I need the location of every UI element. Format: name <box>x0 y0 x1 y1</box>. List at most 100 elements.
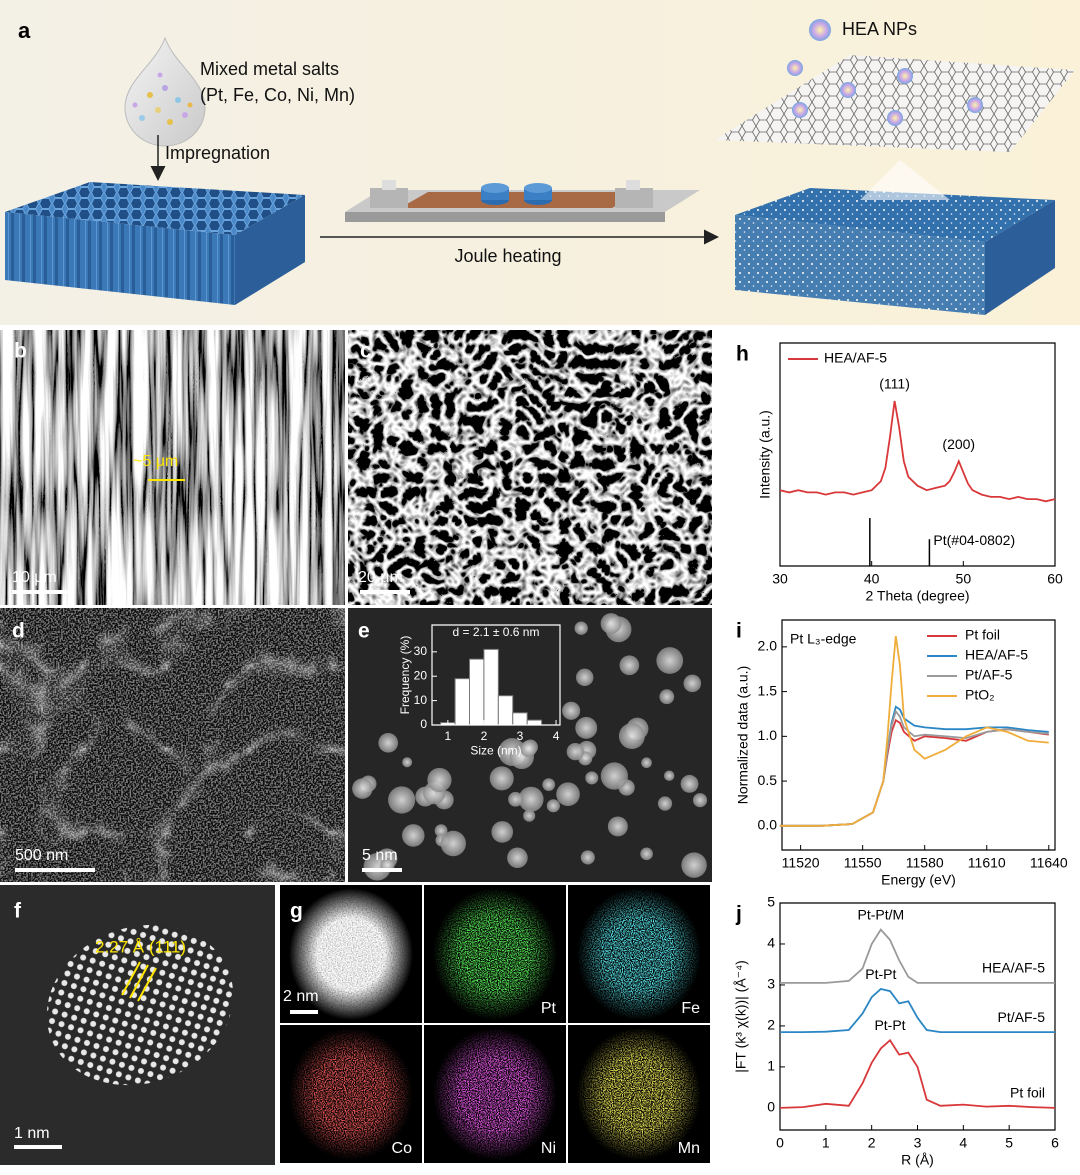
y-tick-label: 3 <box>767 976 775 992</box>
y-axis-label: Normalized data (a.u.) <box>735 666 751 805</box>
nanoparticle <box>657 796 673 811</box>
series-label: Pt foil <box>1010 1085 1045 1101</box>
nanoparticle <box>489 766 514 791</box>
nanoparticle <box>618 723 645 750</box>
x-tick-label: 1 <box>822 1135 830 1151</box>
lattice-lines <box>121 961 157 1002</box>
series-line <box>780 928 1055 984</box>
nanoparticle <box>575 716 598 739</box>
legend-label: HEA NPs <box>842 19 917 39</box>
map-label: Fe <box>681 1000 700 1017</box>
legend-label: PtO₂ <box>965 687 995 703</box>
map-label: Co <box>392 1140 413 1157</box>
panel-letter: j <box>735 903 742 926</box>
y-tick-label: 0.0 <box>758 817 778 833</box>
peak-annotation: Pt-Pt <box>865 966 896 982</box>
nanoparticle <box>427 767 452 793</box>
x-tick-label: 6 <box>1051 1135 1059 1151</box>
eds-map: Co <box>280 1025 422 1163</box>
y-tick-label: 20 <box>414 668 428 682</box>
map-signal <box>280 1025 422 1163</box>
y-tick-label: 10 <box>414 693 428 707</box>
x-axis-label: Energy (eV) <box>881 872 956 888</box>
nanoparticles <box>352 613 708 881</box>
eds-map: Mn <box>568 1025 710 1163</box>
panel-letter: b <box>14 340 27 363</box>
x-tick-label: 4 <box>959 1135 967 1151</box>
eds-map: Ni <box>424 1025 566 1163</box>
scale-label: 5 nm <box>362 847 398 864</box>
series-line <box>779 400 1056 503</box>
x-tick-label: 4 <box>553 729 560 743</box>
map-signal <box>424 1025 566 1163</box>
image-g: Pt Fe Co Ni Mn g 2 nm <box>280 885 710 1163</box>
axis-frame <box>781 619 1056 851</box>
x-tick-label: 11580 <box>906 855 944 871</box>
map-signal <box>280 885 422 1023</box>
y-tick-label: 0 <box>767 1099 775 1115</box>
y-axis-label: Intensity (a.u.) <box>757 410 773 499</box>
image-d: d 500 nm <box>0 608 345 882</box>
y-tick-label: 0.5 <box>758 772 778 788</box>
reference-label: Pt(#04-0802) <box>933 532 1015 548</box>
x-axis-label: R (Å) <box>901 1152 934 1168</box>
annotation: ~5 μm <box>133 453 178 470</box>
nanoparticle <box>607 816 628 837</box>
x-tick-label: 11640 <box>1030 855 1068 871</box>
nanoparticle <box>692 793 708 808</box>
peak-annotation: (200) <box>942 436 975 452</box>
map-label: Mn <box>678 1140 700 1157</box>
histogram-bar <box>497 695 514 726</box>
nanoparticle <box>656 647 684 674</box>
series-line <box>779 705 1049 827</box>
nanoparticle <box>574 621 588 635</box>
x-tick-label: 3 <box>517 729 524 743</box>
graphene-sheet <box>715 55 1075 152</box>
eds-map: Pt <box>424 885 566 1023</box>
panel-letter: i <box>736 620 742 643</box>
eds-map: Fe <box>568 885 710 1023</box>
sem-texture <box>348 330 712 605</box>
nanoparticle <box>507 847 528 869</box>
salt-dots <box>132 72 193 125</box>
nanoparticle <box>520 740 537 757</box>
y-tick-label: 0 <box>420 717 427 731</box>
x-axis-label: 2 Theta (degree) <box>865 588 969 604</box>
joule-heater <box>345 180 700 222</box>
histogram-bar <box>483 648 499 726</box>
histogram-bar <box>526 719 543 726</box>
nanoparticle <box>663 770 675 781</box>
droplet <box>124 36 206 147</box>
nanoparticle <box>619 655 640 676</box>
nanoparticle <box>641 757 652 769</box>
annotation: 2.27 Å (111) <box>95 937 186 956</box>
legend-label: HEA/AF-5 <box>965 647 1028 663</box>
histogram-bar <box>468 658 485 726</box>
x-tick-label: 60 <box>1047 571 1063 587</box>
panel-letter: a <box>18 18 31 43</box>
aerogel-block-with-nps <box>735 160 1055 315</box>
aerogel-block <box>5 182 305 305</box>
nanoparticle <box>600 762 628 790</box>
nanoparticle <box>681 852 707 878</box>
nanoparticle <box>352 778 373 799</box>
image-c: c 20 μm <box>348 330 712 605</box>
legend-label: HEA/AF-5 <box>824 350 887 366</box>
step-label: Impregnation <box>165 143 270 163</box>
peak-annotation: Pt-Pt <box>874 1017 905 1033</box>
nanoparticle <box>378 733 399 753</box>
image-e: e 5 nm <box>348 608 712 882</box>
elements-label: (Pt, Fe, Co, Ni, Mn) <box>200 85 355 105</box>
peak-annotation: Pt-Pt/M <box>857 906 904 922</box>
nanoparticle <box>683 674 702 693</box>
scale-label: 1 nm <box>14 1125 50 1142</box>
scale-label: 10 μm <box>12 569 57 586</box>
series-line <box>779 1038 1056 1109</box>
nanoparticle <box>680 774 699 793</box>
chart-title: d = 2.1 ± 0.6 nm <box>453 625 540 639</box>
nanoparticle <box>600 613 622 634</box>
eds-map <box>280 885 422 1023</box>
map-label: Pt <box>541 1000 557 1017</box>
sem-texture <box>0 330 345 605</box>
